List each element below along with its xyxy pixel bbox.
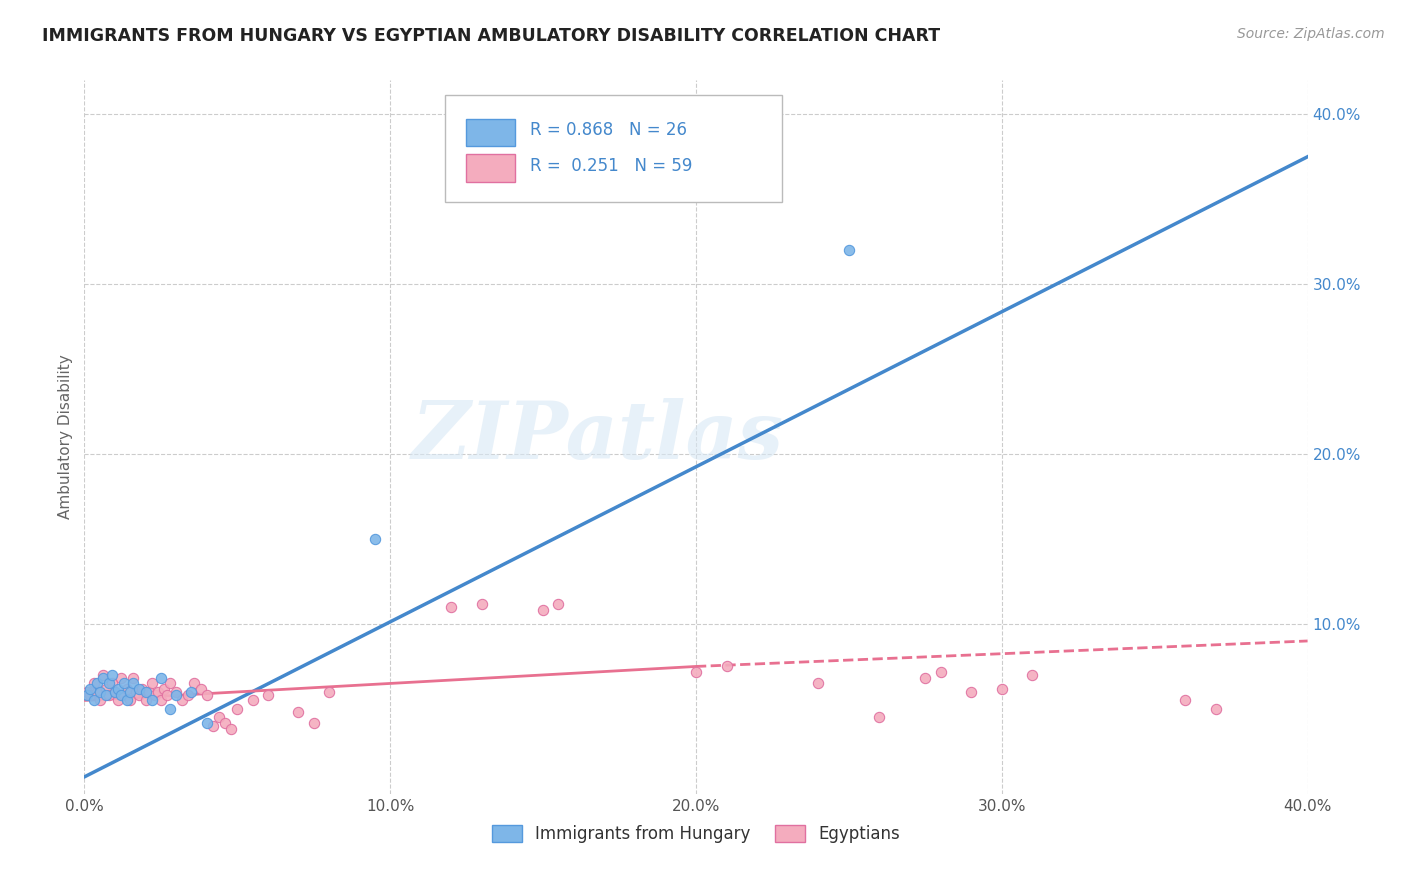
Point	[120, 693, 142, 707]
Point	[125, 685, 148, 699]
Point	[104, 685, 127, 699]
Point	[190, 681, 212, 696]
Point	[172, 693, 194, 707]
Point	[110, 671, 132, 685]
Point	[159, 676, 181, 690]
Point	[143, 689, 166, 703]
Point	[107, 681, 129, 696]
Point	[180, 685, 202, 699]
FancyBboxPatch shape	[465, 119, 515, 146]
Point	[101, 676, 124, 690]
Point	[94, 681, 117, 696]
FancyBboxPatch shape	[465, 154, 515, 182]
Point	[97, 689, 120, 703]
Point	[159, 702, 181, 716]
Point	[122, 671, 145, 685]
Point	[364, 532, 387, 546]
Text: Source: ZipAtlas.com: Source: ZipAtlas.com	[1237, 27, 1385, 41]
Point	[79, 681, 101, 696]
Point	[83, 693, 105, 707]
Point	[149, 671, 172, 685]
Point	[471, 597, 494, 611]
Point	[128, 681, 150, 696]
Point	[1174, 693, 1197, 707]
Point	[115, 693, 138, 707]
Point	[165, 685, 187, 699]
Legend: Immigrants from Hungary, Egyptians: Immigrants from Hungary, Egyptians	[485, 818, 907, 850]
Point	[914, 671, 936, 685]
Point	[131, 681, 153, 696]
Point	[685, 665, 707, 679]
Point	[991, 681, 1014, 696]
Point	[94, 689, 117, 703]
Point	[91, 671, 114, 685]
Point	[929, 665, 952, 679]
Point	[115, 681, 138, 696]
Point	[135, 693, 157, 707]
Point	[110, 689, 132, 703]
Point	[716, 659, 738, 673]
Point	[89, 693, 111, 707]
Point	[960, 685, 983, 699]
Point	[257, 689, 280, 703]
Point	[135, 685, 157, 699]
Point	[869, 710, 891, 724]
Point	[201, 719, 224, 733]
Point	[195, 689, 218, 703]
Point	[183, 676, 205, 690]
Point	[287, 706, 309, 720]
Point	[177, 689, 200, 703]
Point	[318, 685, 340, 699]
Point	[141, 676, 163, 690]
Point	[107, 693, 129, 707]
Point	[807, 676, 830, 690]
Point	[128, 689, 150, 703]
Point	[122, 676, 145, 690]
Point	[112, 689, 135, 703]
Point	[219, 723, 242, 737]
Text: R = 0.868   N = 26: R = 0.868 N = 26	[530, 121, 686, 139]
Point	[208, 710, 231, 724]
Point	[302, 715, 325, 730]
Y-axis label: Ambulatory Disability: Ambulatory Disability	[58, 355, 73, 519]
Point	[440, 599, 463, 614]
Point	[146, 685, 169, 699]
Point	[138, 685, 160, 699]
Point	[83, 676, 105, 690]
Text: IMMIGRANTS FROM HUNGARY VS EGYPTIAN AMBULATORY DISABILITY CORRELATION CHART: IMMIGRANTS FROM HUNGARY VS EGYPTIAN AMBU…	[42, 27, 941, 45]
Point	[91, 668, 114, 682]
Text: R =  0.251   N = 59: R = 0.251 N = 59	[530, 157, 692, 175]
Point	[153, 681, 176, 696]
Point	[76, 689, 98, 703]
Point	[547, 597, 569, 611]
Point	[120, 685, 142, 699]
Point	[86, 685, 108, 699]
Point	[1021, 668, 1043, 682]
Point	[165, 689, 187, 703]
Point	[242, 693, 264, 707]
Point	[838, 243, 860, 257]
Point	[531, 603, 554, 617]
Point	[156, 689, 179, 703]
Point	[1205, 702, 1227, 716]
Point	[79, 689, 101, 703]
Point	[97, 676, 120, 690]
Point	[149, 693, 172, 707]
Point	[89, 685, 111, 699]
FancyBboxPatch shape	[446, 95, 782, 202]
Point	[86, 676, 108, 690]
Point	[195, 715, 218, 730]
Point	[141, 693, 163, 707]
Point	[214, 715, 236, 730]
Point	[104, 685, 127, 699]
Point	[112, 676, 135, 690]
Point	[101, 668, 124, 682]
Point	[226, 702, 249, 716]
Text: ZIPatlas: ZIPatlas	[412, 399, 785, 475]
Point	[76, 685, 98, 699]
